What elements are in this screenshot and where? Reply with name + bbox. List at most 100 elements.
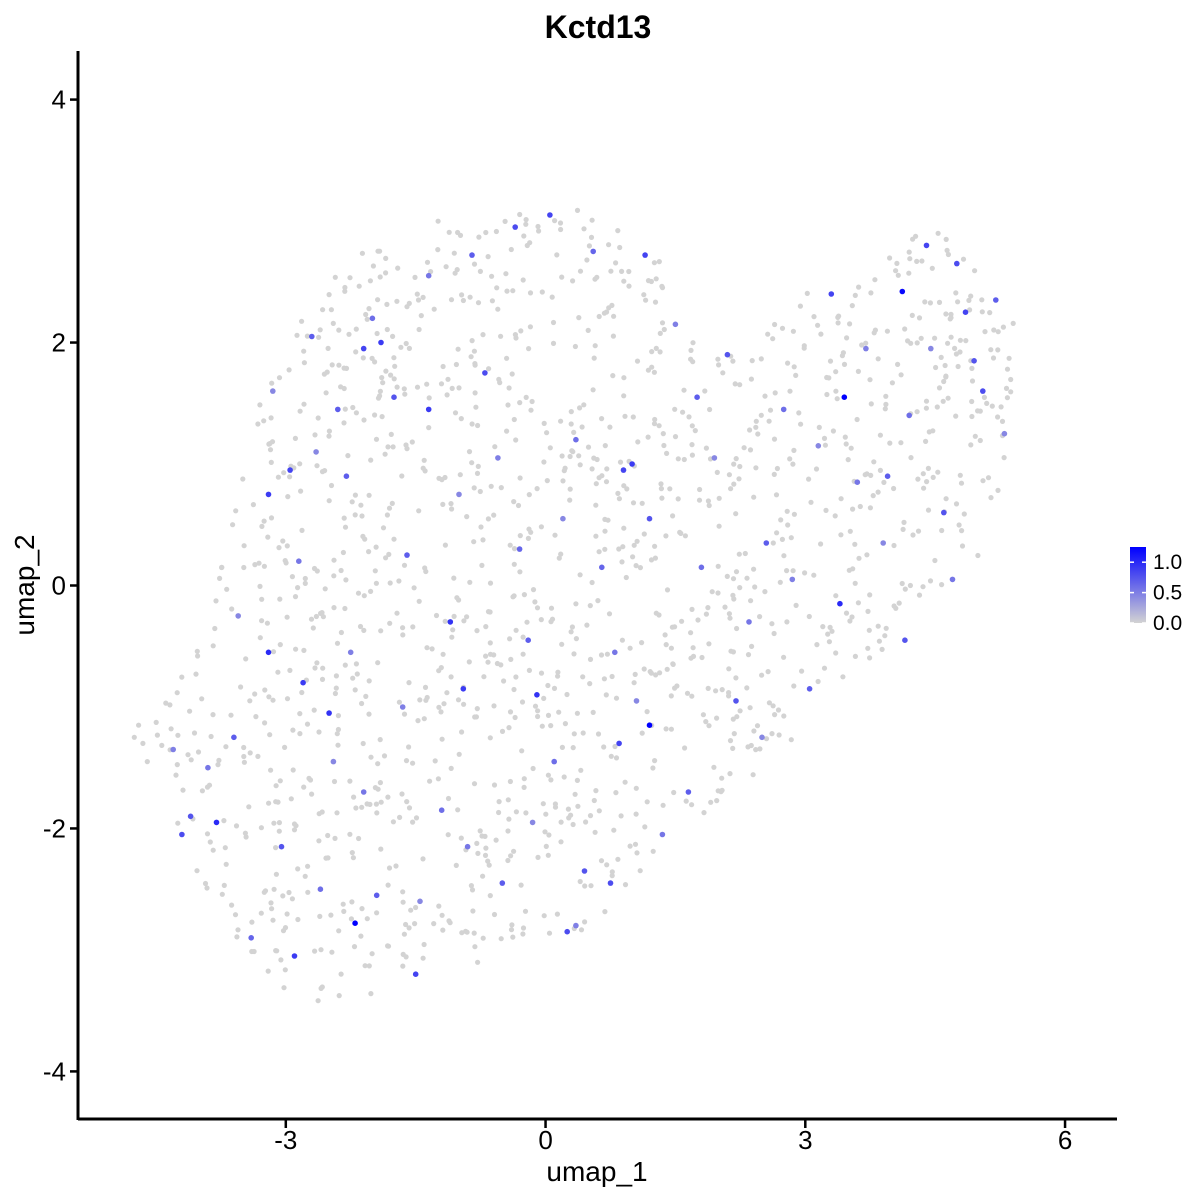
cell-point xyxy=(216,757,222,764)
cell-point xyxy=(790,568,796,574)
cell-point xyxy=(608,268,614,274)
cell-point xyxy=(702,388,708,394)
cell-point xyxy=(767,407,774,413)
cell-point xyxy=(977,437,983,444)
cell-point xyxy=(975,408,981,414)
cell-point xyxy=(730,576,737,582)
cell-point xyxy=(567,486,573,492)
cell-point xyxy=(320,307,326,313)
cell-point xyxy=(428,269,434,275)
cell-point xyxy=(953,501,960,507)
cell-point xyxy=(511,499,517,505)
cell-point xyxy=(724,573,730,580)
cell-point xyxy=(797,303,804,309)
cell-point xyxy=(615,856,621,862)
x-tick-label: 0 xyxy=(538,1125,552,1155)
cell-point xyxy=(539,723,545,729)
cell-point xyxy=(649,349,655,355)
cell-point xyxy=(386,505,393,511)
cell-point xyxy=(441,701,447,707)
cell-point xyxy=(870,493,876,499)
cell-point xyxy=(194,648,200,654)
cell-point xyxy=(243,656,249,662)
cell-point xyxy=(670,661,676,668)
colorbar-ticks: 0.0 0.5 1.0 xyxy=(1130,551,1182,635)
cell-point xyxy=(891,485,897,492)
y-tick-label: 4 xyxy=(52,85,66,115)
cell-point xyxy=(335,742,341,748)
cell-point xyxy=(367,801,373,808)
cell-point xyxy=(343,577,349,583)
cell-point xyxy=(777,579,783,585)
cell-point xyxy=(872,277,878,283)
cell-point xyxy=(619,637,626,643)
cell-point xyxy=(403,758,410,764)
cell-point xyxy=(550,340,557,346)
cell-point xyxy=(578,927,585,933)
cell-point xyxy=(366,549,372,555)
cell-point xyxy=(952,345,958,351)
cell-point xyxy=(969,365,975,371)
cell-point xyxy=(748,742,754,749)
cell-point xyxy=(312,948,318,954)
cell-point xyxy=(386,551,392,558)
cell-point xyxy=(611,827,617,833)
cell-point xyxy=(498,485,504,491)
cell-point xyxy=(936,385,943,391)
cell-point xyxy=(526,346,532,352)
expressing-cell-point xyxy=(313,449,319,455)
cell-point xyxy=(696,497,703,503)
cell-point xyxy=(750,772,756,778)
cell-point xyxy=(394,610,400,616)
cell-point xyxy=(460,297,466,304)
expressing-cell-point xyxy=(672,321,679,328)
cell-point xyxy=(690,645,696,651)
cell-point xyxy=(733,511,739,517)
cell-point xyxy=(485,858,491,864)
cell-point xyxy=(577,462,583,468)
cell-point xyxy=(375,297,381,303)
cell-point xyxy=(477,828,483,834)
cell-point xyxy=(558,551,564,557)
cell-point xyxy=(311,707,317,713)
cell-point xyxy=(299,318,305,324)
colorbar-tick-label: 0.0 xyxy=(1153,612,1182,635)
cell-point xyxy=(277,778,283,784)
cell-point xyxy=(328,912,334,918)
cell-point xyxy=(772,321,778,328)
cell-point xyxy=(223,861,229,867)
cell-point xyxy=(487,580,494,586)
expressing-cell-point xyxy=(685,789,692,795)
cell-point xyxy=(489,273,495,279)
cell-point xyxy=(230,522,236,528)
cell-point xyxy=(491,782,498,788)
cell-point xyxy=(621,525,627,531)
cell-point xyxy=(543,811,549,817)
cell-point xyxy=(959,543,966,549)
cell-point xyxy=(593,533,599,539)
cell-point xyxy=(524,242,530,249)
cell-point xyxy=(540,801,546,807)
cell-point xyxy=(241,564,247,571)
cell-point xyxy=(451,575,457,581)
y-tick-label: 0 xyxy=(52,571,66,601)
cell-point xyxy=(515,502,522,509)
cell-point xyxy=(544,430,550,436)
cell-point xyxy=(508,853,514,859)
cell-point xyxy=(604,862,610,868)
cell-point xyxy=(505,797,511,803)
cell-point xyxy=(261,889,267,895)
cell-point xyxy=(622,882,629,888)
cell-point xyxy=(517,211,523,218)
expressing-cell-point xyxy=(265,649,272,656)
cell-point xyxy=(485,659,491,665)
cell-point xyxy=(641,666,647,672)
cell-point xyxy=(589,579,595,586)
cell-point xyxy=(338,567,344,574)
cell-point xyxy=(319,610,325,616)
cell-point xyxy=(867,377,873,383)
cell-point xyxy=(530,765,536,772)
cell-point xyxy=(737,463,743,470)
cell-point xyxy=(400,963,406,969)
expressing-cell-point xyxy=(438,807,445,813)
